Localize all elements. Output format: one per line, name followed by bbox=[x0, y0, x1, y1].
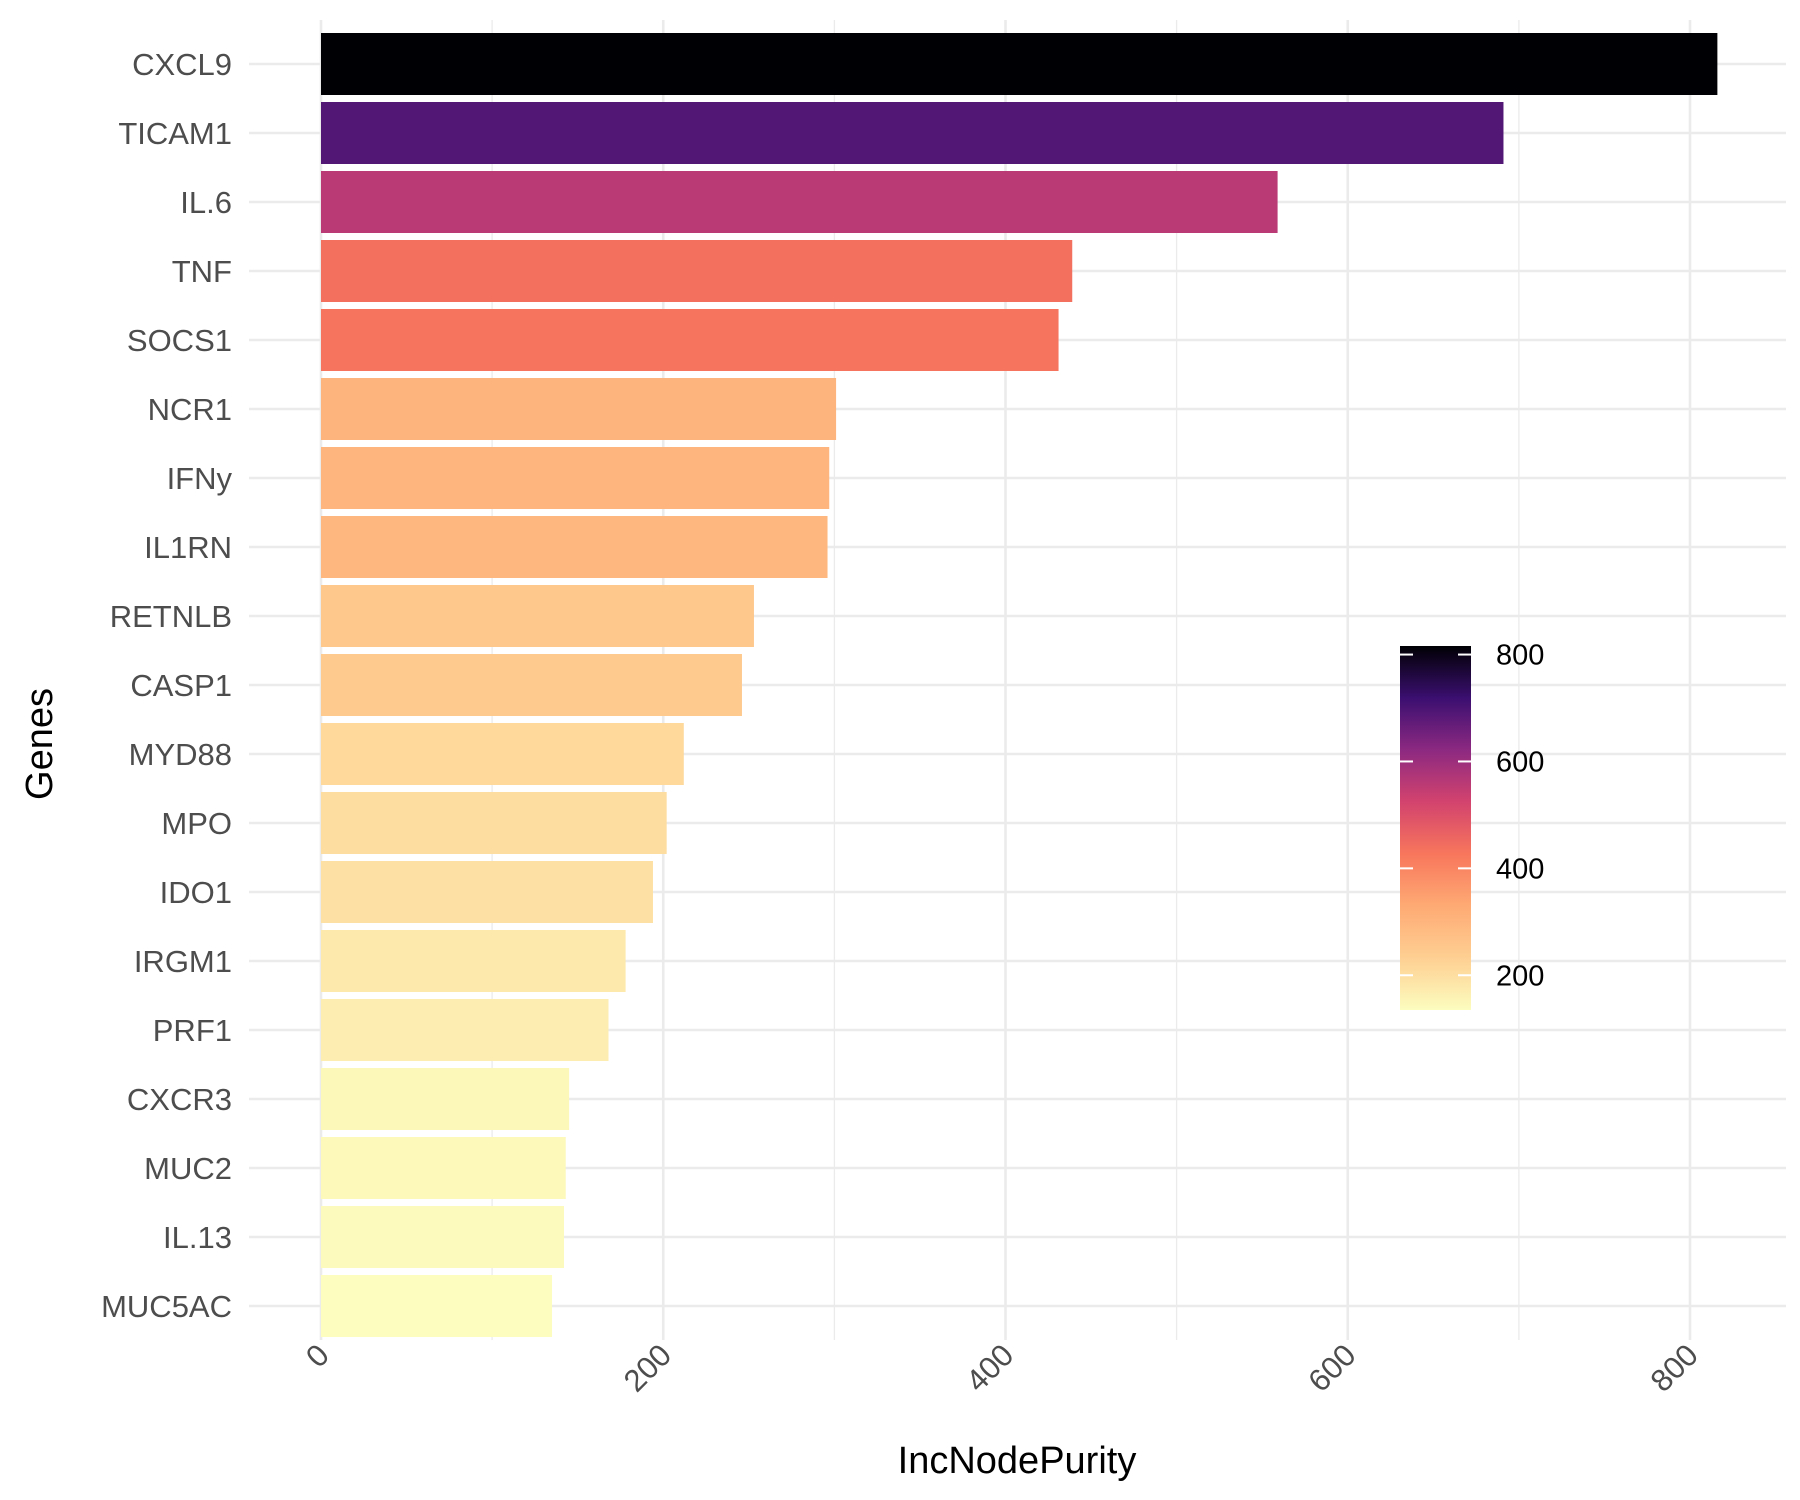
bar-tnf bbox=[321, 240, 1073, 302]
y-tick-label: IL1RN bbox=[144, 530, 232, 565]
y-tick-label: IRGM1 bbox=[134, 944, 232, 979]
x-tick-label: 200 bbox=[617, 1337, 678, 1398]
y-tick-label: TICAM1 bbox=[118, 116, 232, 151]
y-tick-label: IL.13 bbox=[163, 1220, 232, 1255]
colorbar bbox=[1400, 646, 1471, 1010]
y-tick-label: RETNLB bbox=[110, 599, 232, 634]
bar-prf1 bbox=[321, 999, 609, 1061]
x-tick-label: 800 bbox=[1644, 1337, 1705, 1398]
y-tick-label: IL.6 bbox=[180, 185, 232, 220]
bar-il-6 bbox=[321, 171, 1278, 233]
bar-irgm1 bbox=[321, 930, 626, 992]
y-tick-label: CASP1 bbox=[130, 668, 232, 703]
bar-cxcl9 bbox=[321, 33, 1718, 95]
y-tick-label: IDO1 bbox=[160, 875, 232, 910]
bars bbox=[321, 33, 1718, 1337]
colorbar-legend: 200 400 600 800 bbox=[1400, 640, 1544, 1010]
x-tick-labels: 0 200 400 600 800 bbox=[299, 1337, 1705, 1398]
y-axis-title: Genes bbox=[19, 688, 61, 800]
bar-casp1 bbox=[321, 654, 742, 716]
bar-cxcr3 bbox=[321, 1068, 570, 1130]
bar-socs1 bbox=[321, 309, 1059, 371]
colorbar-tick-label: 400 bbox=[1496, 853, 1544, 885]
y-tick-label: PRF1 bbox=[153, 1013, 232, 1048]
y-tick-label: SOCS1 bbox=[127, 323, 232, 358]
x-tick-label: 600 bbox=[1301, 1337, 1362, 1398]
y-tick-label: CXCL9 bbox=[132, 47, 232, 82]
y-tick-label: MPO bbox=[161, 806, 232, 841]
bar-ncr1 bbox=[321, 378, 837, 440]
bar-ifny bbox=[321, 447, 830, 509]
x-tick-label: 0 bbox=[299, 1337, 336, 1374]
y-tick-label: CXCR3 bbox=[127, 1082, 232, 1117]
bar-il-13 bbox=[321, 1206, 564, 1268]
bar-ticam1 bbox=[321, 102, 1504, 164]
bar-ido1 bbox=[321, 861, 653, 923]
y-tick-label: IFNy bbox=[167, 461, 233, 496]
y-tick-label: MUC5AC bbox=[101, 1289, 232, 1324]
colorbar-ticks: 200 400 600 800 bbox=[1400, 640, 1544, 992]
y-tick-label: TNF bbox=[172, 254, 232, 289]
colorbar-tick-label: 800 bbox=[1496, 640, 1544, 672]
y-tick-label: NCR1 bbox=[148, 392, 232, 427]
colorbar-tick-label: 600 bbox=[1496, 746, 1544, 778]
bar-myd88 bbox=[321, 723, 684, 785]
y-tick-labels: CXCL9 TICAM1 IL.6 TNF SOCS1 NCR1 IFNy IL1RN RETN… bbox=[101, 47, 232, 1324]
bar-retnlb bbox=[321, 585, 754, 647]
colorbar-tick-label: 200 bbox=[1496, 960, 1544, 992]
y-tick-label: MUC2 bbox=[144, 1151, 232, 1186]
x-tick-label: 400 bbox=[959, 1337, 1020, 1398]
bar-mpo bbox=[321, 792, 667, 854]
x-axis-title: IncNodePurity bbox=[898, 1440, 1137, 1482]
y-tick-label: MYD88 bbox=[129, 737, 232, 772]
bar-il1rn bbox=[321, 516, 828, 578]
bar-muc2 bbox=[321, 1137, 566, 1199]
bar-muc5ac bbox=[321, 1275, 553, 1337]
